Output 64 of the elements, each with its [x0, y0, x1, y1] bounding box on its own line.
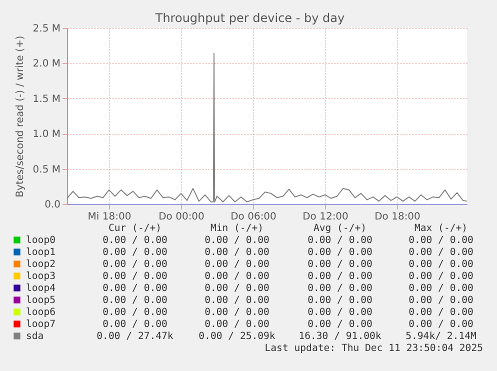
text: Last update: Thu Dec 11 23:50:04 2025: [264, 343, 484, 354]
text: Min (-/+): [210, 223, 264, 234]
text: 0.00 / 0.00: [102, 235, 168, 246]
text: 0.00 / 0.00: [102, 307, 168, 318]
text: 0.00 / 0.00: [102, 259, 168, 270]
y-tick-label: 2.5 M: [32, 24, 60, 34]
text: 0.00 / 0.00: [408, 271, 474, 282]
x-tick-label: Do 12:00: [302, 212, 348, 222]
text: 0.00 / 0.00: [408, 259, 474, 270]
legend-label: loop5: [26, 295, 56, 306]
text: 0.00 / 0.00: [408, 247, 474, 258]
legend-label: loop3: [26, 271, 56, 282]
legend-label: loop4: [26, 283, 56, 294]
y-tick-label: 0.0: [44, 200, 60, 210]
text: 0.00 / 27.47k: [96, 331, 174, 342]
text: 0.00 / 0.00: [204, 259, 270, 270]
x-tick-label: Do 06:00: [230, 212, 276, 222]
x-tick-label: Do 00:00: [158, 212, 204, 222]
text: 0.00 / 0.00: [204, 295, 270, 306]
text: 0.00 / 0.00: [204, 307, 270, 318]
text: 5.94k/ 2.14M: [406, 331, 476, 342]
text: Cur (-/+): [108, 223, 162, 234]
x-tick-label: Do 18:00: [374, 212, 420, 222]
text: 0.00 / 0.00: [204, 319, 270, 330]
text: 0.00 / 0.00: [308, 283, 373, 294]
text: 0.00 / 0.00: [102, 247, 168, 258]
text: 0.00 / 0.00: [308, 307, 373, 318]
text: 0.00 / 0.00: [102, 295, 168, 306]
text: 0.00 / 25.09k: [198, 331, 276, 342]
text: Avg (-/+): [313, 223, 367, 234]
text: 0.00 / 0.00: [408, 319, 474, 330]
y-axis-title: Bytes/second read (-) / write (+): [14, 36, 26, 198]
text: 0.00 / 0.00: [408, 283, 474, 294]
text: 0.00 / 0.00: [204, 235, 270, 246]
text: 0.00 / 0.00: [102, 271, 168, 282]
legend-label: loop7: [26, 319, 56, 330]
y-tick-label: 2.0 M: [32, 58, 60, 70]
text: 0.00 / 0.00: [204, 271, 270, 282]
text: 0.00 / 0.00: [204, 283, 270, 294]
y-tick-label: 1.0 M: [32, 129, 60, 140]
text: 0.00 / 0.00: [204, 247, 270, 258]
text: 0.00 / 0.00: [102, 283, 168, 294]
text: 0.00 / 0.00: [102, 319, 168, 330]
y-tick-label: 0.5 M: [32, 164, 60, 176]
text: 0.00 / 0.00: [408, 307, 474, 318]
text: 0.00 / 0.00: [308, 259, 373, 270]
text: 0.00 / 0.00: [308, 319, 373, 330]
text: 0.00 / 0.00: [308, 271, 373, 282]
text: 0.00 / 0.00: [308, 247, 373, 258]
text: 0.00 / 0.00: [408, 235, 474, 246]
legend-label: loop1: [26, 247, 56, 258]
chart-title: Throughput per device - by day: [154, 11, 345, 25]
legend-label: loop0: [26, 235, 56, 246]
text: 0.00 / 0.00: [308, 235, 373, 246]
line-series: [66, 52, 468, 202]
x-tick-label: Mi 18:00: [88, 212, 132, 222]
text: Max (-/+): [414, 223, 468, 234]
legend-label: loop6: [26, 307, 56, 318]
text: 0.00 / 0.00: [408, 295, 474, 306]
text: 0.00 / 0.00: [308, 295, 373, 306]
legend-label: sda: [26, 331, 44, 342]
legend-label: loop2: [26, 259, 56, 270]
text: 16.30 / 91.00k: [298, 331, 382, 342]
y-tick-label: 1.5 M: [32, 94, 60, 105]
